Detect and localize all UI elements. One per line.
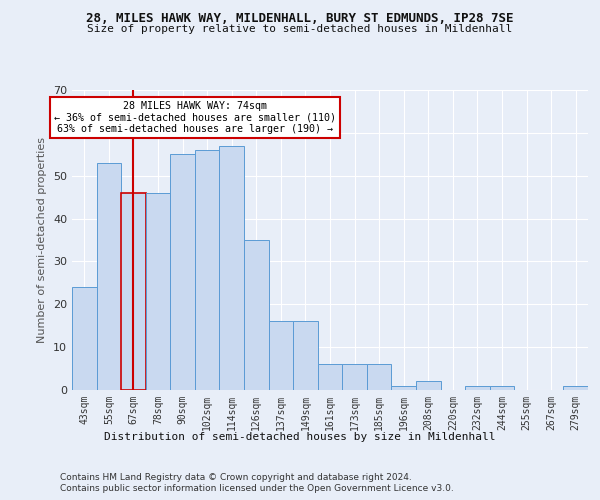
Bar [269,322,293,390]
Bar [244,240,269,390]
Bar [490,386,514,390]
Text: Size of property relative to semi-detached houses in Mildenhall: Size of property relative to semi-detach… [88,24,512,34]
Text: Contains HM Land Registry data © Crown copyright and database right 2024.: Contains HM Land Registry data © Crown c… [60,472,412,482]
Bar [318,364,342,390]
Text: 28, MILES HAWK WAY, MILDENHALL, BURY ST EDMUNDS, IP28 7SE: 28, MILES HAWK WAY, MILDENHALL, BURY ST … [86,12,514,26]
Bar [563,386,588,390]
Y-axis label: Number of semi-detached properties: Number of semi-detached properties [37,137,47,343]
Bar [146,193,170,390]
Bar [416,382,440,390]
Bar [465,386,490,390]
Bar [391,386,416,390]
Bar [367,364,391,390]
Bar [195,150,220,390]
Bar [170,154,195,390]
Bar [121,193,146,390]
Bar [220,146,244,390]
Text: Contains public sector information licensed under the Open Government Licence v3: Contains public sector information licen… [60,484,454,493]
Bar [293,322,318,390]
Text: Distribution of semi-detached houses by size in Mildenhall: Distribution of semi-detached houses by … [104,432,496,442]
Bar [72,287,97,390]
Bar [342,364,367,390]
Text: 28 MILES HAWK WAY: 74sqm
← 36% of semi-detached houses are smaller (110)
63% of : 28 MILES HAWK WAY: 74sqm ← 36% of semi-d… [54,100,336,134]
Bar [97,163,121,390]
